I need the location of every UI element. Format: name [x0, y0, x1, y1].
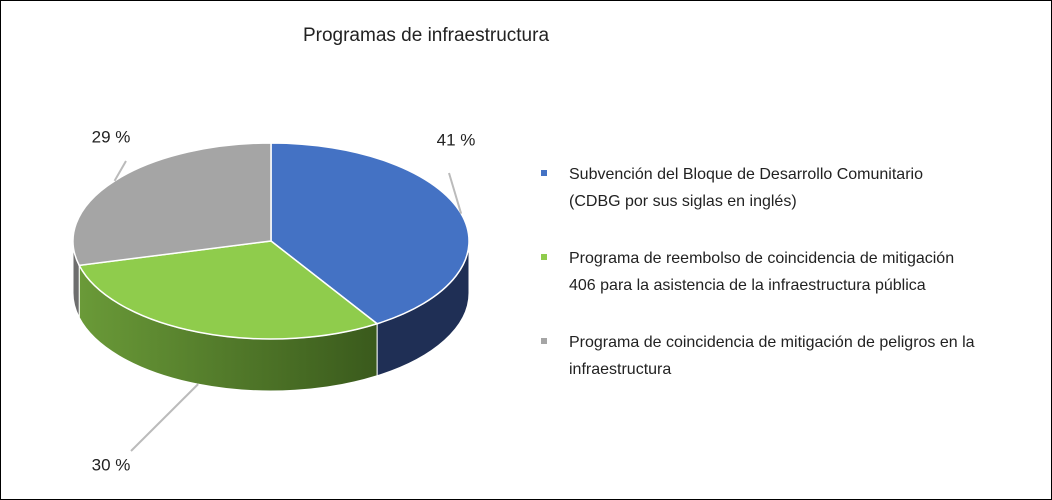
legend-item: Programa de reembolso de coincidencia de…	[541, 245, 1041, 299]
legend-label: Programa de coincidencia de mitigación d…	[569, 334, 975, 378]
data-label: 41 %	[437, 130, 476, 149]
legend-label: Subvención del Bloque de Desarrollo Comu…	[569, 166, 923, 210]
data-label: 29 %	[92, 127, 131, 146]
legend-label: Programa de reembolso de coincidencia de…	[569, 250, 955, 294]
legend: Subvención del Bloque de Desarrollo Comu…	[541, 161, 1041, 413]
pie-slice	[78, 240, 379, 340]
leader-line	[448, 172, 463, 214]
legend-item: Programa de coincidencia de mitigación d…	[541, 329, 1041, 383]
leader-line	[130, 383, 199, 452]
data-label: 30 %	[92, 455, 131, 474]
legend-swatch	[541, 338, 547, 344]
legend-swatch	[541, 254, 547, 260]
legend-item: Subvención del Bloque de Desarrollo Comu…	[541, 161, 1041, 215]
chart-title: Programas de infraestructura	[303, 25, 549, 46]
leader-line	[113, 160, 127, 182]
legend-swatch	[541, 170, 547, 176]
